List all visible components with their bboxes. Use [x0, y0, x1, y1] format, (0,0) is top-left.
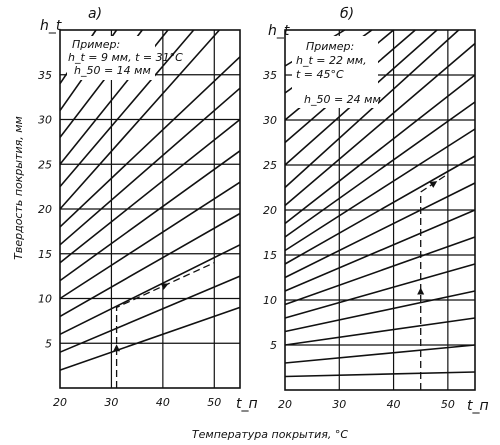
x-tick-label-a: 40 — [156, 396, 170, 409]
series-lines-a — [59, 29, 241, 371]
series-line-b — [284, 74, 476, 225]
x-tick-label-b: 50 — [441, 398, 455, 411]
example-box-a — [67, 36, 155, 80]
y-tick-label-b: 5 — [270, 339, 277, 352]
x-tick-label-b: 20 — [278, 398, 292, 411]
series-line-b — [284, 42, 476, 207]
example-line2-a: h_50 = 14 мм — [74, 64, 151, 77]
tick-labels-a: 20 30 40 50 5 10 15 20 25 30 35 — [38, 69, 221, 409]
series-line-b — [284, 209, 476, 292]
example-path-line-b — [420, 173, 449, 390]
series-line-a — [59, 29, 195, 188]
x-symbol-a: t_п — [236, 396, 258, 412]
series-line-b — [284, 371, 476, 378]
example-line1-a: h_t = 9 мм, t = 31°C — [68, 51, 183, 64]
series-line-a — [59, 275, 241, 353]
example-arrow-b — [429, 181, 438, 188]
series-line-a — [59, 118, 241, 264]
y-tick-label-b: 15 — [263, 249, 277, 262]
series-line-a — [59, 29, 220, 210]
y-tick-label-a: 25 — [38, 158, 52, 171]
y-tick-label-b: 20 — [263, 204, 277, 217]
y-symbol-a: h_t — [40, 18, 62, 34]
grid-b — [285, 30, 475, 390]
series-line-a — [59, 306, 241, 371]
example-title-b: Пример: — [306, 40, 354, 53]
panel-label-a: а) — [88, 6, 102, 22]
y-symbol-b: h_t — [268, 23, 290, 39]
series-line-b — [284, 29, 460, 189]
x-tick-label-b: 30 — [332, 398, 346, 411]
y-tick-label-b: 30 — [263, 114, 277, 127]
y-tick-label-a: 30 — [38, 114, 52, 127]
example-line2-b: t = 45°C — [296, 68, 344, 81]
y-tick-label-b: 35 — [263, 69, 277, 82]
example-box-b — [292, 36, 378, 108]
tick-labels-b: 20 30 40 50 5 10 15 20 25 30 35 — [263, 69, 455, 411]
y-tick-label-a: 5 — [45, 337, 52, 350]
y-tick-label-a: 20 — [38, 203, 52, 216]
series-line-b — [284, 263, 476, 319]
chart-panel-a: 20 30 40 50 5 10 15 20 25 30 35 а) h_t t_п Пример:… — [38, 6, 258, 412]
y-tick-label-b: 25 — [263, 159, 277, 172]
series-line-b — [284, 317, 476, 346]
example-line1-b: h_t = 22 мм, — [296, 54, 367, 67]
example-title-a: Пример: — [72, 38, 120, 51]
grid-a — [60, 30, 240, 388]
x-tick-label-a: 30 — [104, 396, 118, 409]
series-line-a — [59, 87, 241, 246]
series-line-b — [284, 236, 476, 306]
y-tick-label-a: 15 — [38, 248, 52, 261]
y-tick-label-a: 35 — [38, 69, 52, 82]
example-arrow-a — [113, 344, 121, 352]
y-tick-label-b: 10 — [263, 294, 277, 307]
series-line-b — [284, 128, 476, 252]
example-arrow-a — [160, 283, 169, 290]
y-axis-title: Твердость покрытия, мм — [12, 116, 25, 260]
x-tick-label-b: 40 — [387, 398, 401, 411]
example-line3-b: h_50 = 24 мм — [304, 93, 381, 106]
series-line-b — [284, 344, 476, 364]
example-path-a — [113, 262, 215, 388]
example-path-line-a — [115, 262, 215, 388]
series-line-b — [284, 155, 476, 265]
series-line-a — [59, 212, 241, 318]
series-line-a — [59, 56, 241, 228]
series-line-b — [284, 290, 476, 333]
x-axis-title: Температура покрытия, °C — [192, 428, 349, 441]
x-tick-label-a: 50 — [207, 396, 221, 409]
x-tick-label-a: 20 — [53, 396, 67, 409]
example-path-b — [417, 173, 449, 390]
series-line-b — [284, 101, 476, 238]
chart-panel-b: 20 30 40 50 5 10 15 20 25 30 35 б) h_t t_п Пример:… — [263, 6, 489, 414]
series-line-a — [59, 150, 241, 282]
series-line-b — [284, 182, 476, 279]
example-arrow-b — [417, 287, 425, 295]
x-symbol-b: t_п — [467, 398, 489, 414]
panel-label-b: б) — [340, 6, 354, 22]
series-line-a — [59, 181, 241, 300]
series-line-a — [59, 244, 241, 336]
y-tick-label-a: 10 — [38, 293, 52, 306]
